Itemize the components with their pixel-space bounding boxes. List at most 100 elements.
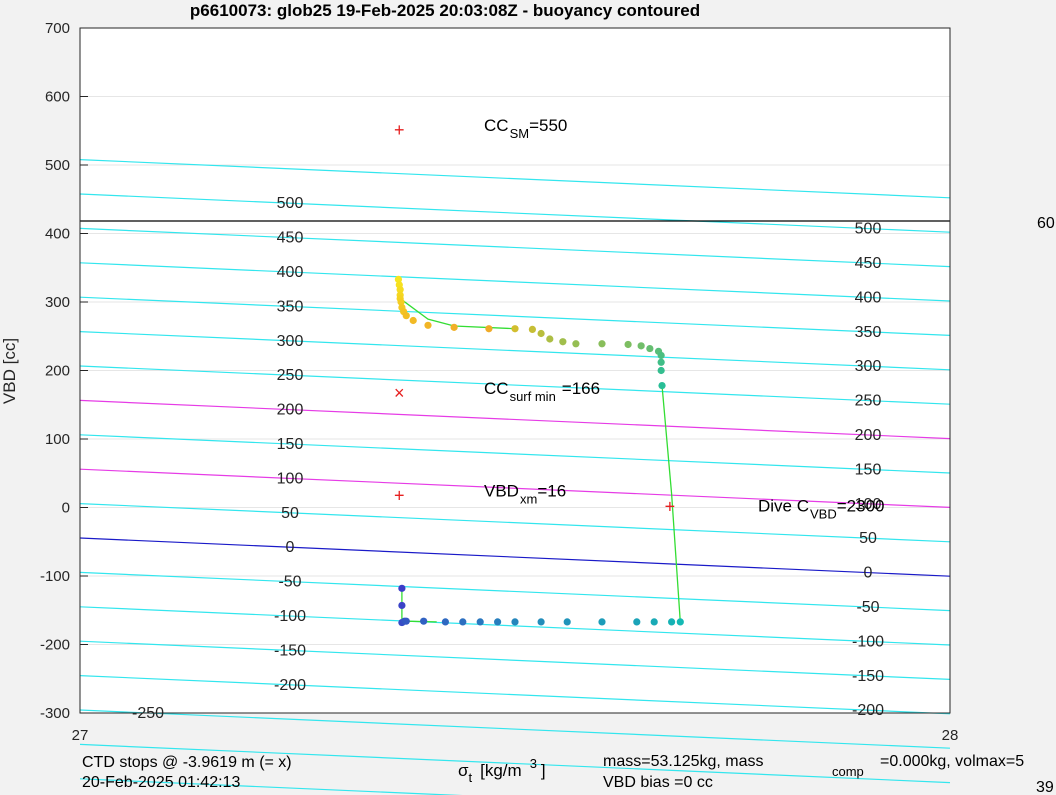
data-point — [658, 381, 666, 390]
contour-line — [79, 503, 951, 543]
data-point — [450, 323, 458, 331]
contour-line — [79, 365, 951, 405]
data-point — [494, 618, 502, 626]
contour-label-left: -100 — [274, 608, 306, 625]
data-point — [402, 312, 410, 320]
contour-line — [79, 159, 951, 199]
contour-label-right: 100 — [855, 496, 882, 513]
marker-symbol: + — [665, 497, 676, 517]
data-points — [394, 275, 684, 627]
contour-label-left: 0 — [286, 539, 295, 556]
data-point — [441, 618, 449, 626]
ctd-date-text: 20-Feb-2025 01:42:13 — [82, 774, 240, 791]
data-point — [624, 340, 632, 349]
data-point — [657, 358, 665, 366]
contour-line — [79, 468, 951, 508]
contour-label-right: 50 — [859, 530, 877, 547]
contour-label-right: 200 — [855, 427, 882, 444]
contour-label-right: -50 — [856, 599, 879, 616]
contour-labels: 500450400350300250200150100500-50-100-15… — [132, 195, 884, 722]
marker-symbol: + — [394, 120, 405, 140]
data-point — [528, 325, 537, 333]
markers: + CCSM=550 × CCsurf min =166 + VBDxm=16 + Dive C… — [394, 116, 884, 522]
contour-label-left: -50 — [278, 574, 301, 591]
x-label-sigma: σ — [458, 761, 469, 780]
x-label-sub: t — [469, 770, 473, 785]
contour-line — [79, 640, 951, 680]
contour-label-left: 250 — [277, 367, 304, 384]
contour-label-right: 300 — [855, 358, 882, 375]
contour-line — [79, 778, 463, 795]
data-point — [650, 618, 658, 626]
marker-label: VBDxm=16 — [484, 482, 566, 507]
y-axis: 700 600 500 400 300 200 100 0 -100 -200 -300 — [40, 20, 88, 722]
y-tick-label: -100 — [40, 568, 70, 585]
contour-line — [79, 227, 951, 268]
y-tick-label: 200 — [45, 363, 70, 380]
data-point — [646, 344, 654, 353]
contour-label-right: 350 — [855, 324, 882, 341]
contour-line — [79, 434, 951, 474]
contour-label-right: 0 — [864, 565, 873, 582]
y-tick-label: 0 — [62, 500, 70, 517]
y-tick-label: 400 — [45, 226, 70, 243]
data-point — [394, 275, 403, 283]
data-point — [546, 335, 554, 343]
contour-label-left: 200 — [277, 402, 304, 419]
y-tick-label: -200 — [40, 637, 70, 654]
connector-line — [661, 385, 681, 622]
contour-label-left: 450 — [277, 230, 304, 247]
y-tick-label: 700 — [45, 20, 70, 37]
volmax-text: =0.000kg, volmax=5 — [880, 753, 1024, 770]
data-point — [657, 351, 665, 360]
marker-label: CCsurf min =166 — [484, 379, 600, 404]
chart-title: p6610073: glob25 19-Feb-2025 20:03:08Z -… — [190, 1, 700, 20]
data-point — [396, 286, 404, 294]
contour-label-right: -100 — [852, 633, 884, 650]
contour-line — [79, 606, 951, 646]
contour-label-left: 500 — [277, 195, 304, 212]
data-point — [657, 366, 665, 375]
mass-comp-sub: comp — [832, 764, 864, 779]
marker-label: Dive CVBD=2300 — [758, 497, 885, 522]
data-point — [398, 584, 406, 592]
y-tick-label: 600 — [45, 89, 70, 106]
marker-symbol: × — [394, 383, 405, 403]
x-tick-label: 28 — [942, 727, 959, 744]
corner-number: 39 — [1036, 779, 1054, 795]
x-label-close: ] — [541, 761, 546, 780]
data-point — [397, 298, 405, 306]
contour-line — [79, 399, 951, 440]
contour-label-left: -150 — [274, 642, 306, 659]
contour-label-right: 400 — [855, 289, 882, 306]
y-tick-label: 100 — [45, 431, 70, 448]
y-tick-label: 500 — [45, 157, 70, 174]
connector-line — [399, 298, 516, 330]
data-point — [420, 617, 428, 625]
data-point — [409, 316, 417, 325]
data-point — [424, 321, 432, 329]
ctd-stops-text: CTD stops @ -3.9619 m (= x) — [82, 754, 292, 771]
data-point — [637, 342, 645, 350]
data-point — [485, 325, 493, 333]
y-axis-label: VBD [cc] — [0, 338, 19, 404]
contour-label-left: 350 — [277, 298, 304, 315]
contour-line — [79, 743, 951, 784]
contour-label-right: -150 — [852, 668, 884, 685]
data-point — [559, 338, 567, 346]
contour-line — [79, 331, 951, 371]
contour-label-right: 450 — [855, 255, 882, 272]
data-point — [476, 618, 484, 626]
y-tick-label: 300 — [45, 294, 70, 311]
data-point — [598, 340, 606, 348]
contour-line — [79, 675, 951, 715]
data-point — [572, 340, 580, 348]
data-point — [459, 618, 467, 626]
contour-line — [79, 571, 951, 612]
contour-line — [79, 193, 951, 233]
data-point — [598, 618, 606, 626]
data-point — [398, 601, 406, 610]
x-tick-label: 27 — [72, 727, 89, 744]
x-label-sup: 3 — [530, 756, 537, 771]
contour-line — [79, 262, 951, 302]
